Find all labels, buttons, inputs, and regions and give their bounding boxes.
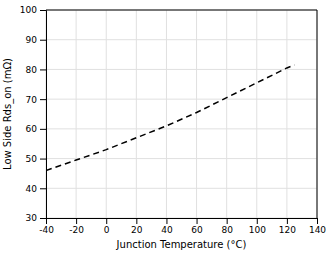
x-axis-line bbox=[47, 219, 318, 225]
y-tick: 40 bbox=[26, 184, 46, 194]
y-grid-line bbox=[46, 99, 317, 100]
x-tick-mark bbox=[257, 218, 258, 224]
x-grid-line bbox=[286, 10, 287, 218]
x-grid-line bbox=[256, 10, 257, 218]
x-grid-line bbox=[317, 10, 318, 218]
x-axis: -40 -20 0 20 40 60 80 100 120 140 bbox=[39, 218, 326, 235]
y-tick-mark bbox=[40, 188, 46, 189]
y-tick-mark bbox=[40, 99, 46, 100]
y-tick-label: 50 bbox=[26, 154, 38, 164]
grid bbox=[46, 10, 317, 218]
x-tick-mark bbox=[76, 218, 77, 224]
y-grid-line bbox=[46, 128, 317, 129]
x-tick-label: 120 bbox=[279, 225, 296, 235]
y-tick-label: 80 bbox=[26, 65, 38, 75]
x-tick-label: 0 bbox=[104, 225, 110, 235]
x-axis-title: Junction Temperature (°C) bbox=[116, 239, 247, 250]
x-tick-mark bbox=[227, 218, 228, 224]
y-tick-mark bbox=[40, 10, 46, 11]
x-tick-mark bbox=[136, 218, 137, 224]
x-tick: 100 bbox=[249, 218, 266, 235]
y-grid-line bbox=[46, 158, 317, 159]
data-line bbox=[46, 65, 294, 170]
y-grid-line bbox=[46, 39, 317, 40]
y-tick-mark bbox=[40, 129, 46, 130]
y-tick-mark bbox=[40, 40, 46, 41]
y-tick-label: 30 bbox=[26, 213, 38, 223]
y-tick-mark bbox=[40, 69, 46, 70]
x-tick: 0 bbox=[104, 218, 110, 235]
x-tick-label: 40 bbox=[161, 225, 173, 235]
frame-right bbox=[317, 10, 318, 218]
chart-container: -40 -20 0 20 40 60 80 100 120 140 30 40 50 60 70 80 90 10… bbox=[0, 0, 331, 254]
y-tick-label: 60 bbox=[26, 124, 38, 134]
y-axis-title: Low Side Rds_on (mΩ) bbox=[2, 58, 14, 170]
plot-area bbox=[46, 65, 294, 170]
x-tick-mark bbox=[287, 218, 288, 224]
chart: -40 -20 0 20 40 60 80 100 120 140 30 40 50 60 70 80 90 10… bbox=[0, 0, 331, 254]
x-tick-mark bbox=[197, 218, 198, 224]
x-tick: -20 bbox=[69, 218, 84, 235]
x-grid-line bbox=[76, 10, 77, 218]
y-tick: 90 bbox=[26, 35, 46, 45]
x-tick: -40 bbox=[39, 218, 54, 235]
x-tick-mark bbox=[106, 218, 107, 224]
y-axis-line bbox=[40, 11, 47, 219]
x-grid-line bbox=[226, 10, 227, 218]
y-tick: 100 bbox=[20, 5, 46, 15]
y-tick: 60 bbox=[26, 124, 46, 134]
y-grid-line bbox=[46, 69, 317, 70]
y-tick-label: 100 bbox=[20, 5, 37, 15]
x-tick: 60 bbox=[191, 218, 203, 235]
x-tick-label: 140 bbox=[309, 225, 326, 235]
x-grid-line bbox=[106, 10, 107, 218]
y-grid-line bbox=[46, 10, 317, 11]
x-tick-label: -20 bbox=[69, 225, 84, 235]
x-grid-line bbox=[136, 10, 137, 218]
y-tick-mark bbox=[40, 218, 46, 219]
frame-top bbox=[46, 10, 317, 11]
x-grid-line bbox=[166, 10, 167, 218]
x-tick: 140 bbox=[309, 218, 326, 235]
x-tick-label: 100 bbox=[249, 225, 266, 235]
y-tick: 70 bbox=[26, 95, 46, 105]
x-tick: 80 bbox=[221, 218, 233, 235]
x-tick-mark bbox=[317, 218, 318, 224]
x-tick-label: 80 bbox=[221, 225, 233, 235]
y-axis: 30 40 50 60 70 80 90 100 bbox=[20, 5, 47, 223]
y-tick-mark bbox=[40, 159, 46, 160]
y-tick: 80 bbox=[26, 65, 46, 75]
y-grid-line bbox=[46, 188, 317, 189]
x-tick-label: 20 bbox=[131, 225, 143, 235]
y-tick: 50 bbox=[26, 154, 46, 164]
x-grid-line bbox=[196, 10, 197, 218]
x-tick: 120 bbox=[279, 218, 296, 235]
x-tick-mark bbox=[166, 218, 167, 224]
x-tick-label: 60 bbox=[191, 225, 203, 235]
x-tick-label: -40 bbox=[39, 225, 54, 235]
y-tick: 30 bbox=[26, 213, 46, 223]
x-tick: 20 bbox=[131, 218, 143, 235]
y-tick-label: 90 bbox=[26, 35, 38, 45]
y-tick-label: 70 bbox=[26, 95, 38, 105]
y-tick-label: 40 bbox=[26, 184, 38, 194]
x-tick: 40 bbox=[161, 218, 173, 235]
